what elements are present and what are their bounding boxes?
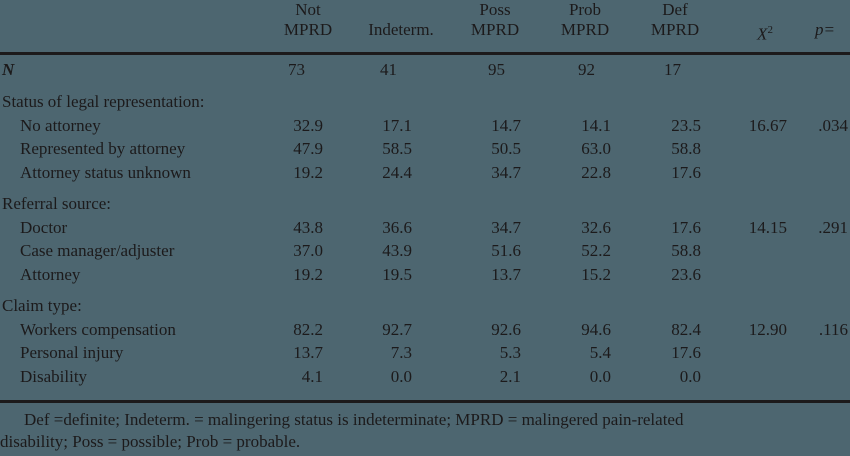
cell-value: 5.4 xyxy=(589,343,611,362)
row-label: Case manager/adjuster xyxy=(20,241,175,260)
cell-value: 58.8 xyxy=(671,139,701,158)
top-rule xyxy=(0,52,850,55)
cell-value: 63.0 xyxy=(581,139,611,158)
cell-value: 58.8 xyxy=(671,241,701,260)
cell-value: 14.15 xyxy=(748,217,787,237)
cell-value: 7.3 xyxy=(390,343,412,362)
cell-value: 0.0 xyxy=(589,366,611,386)
row-label: Personal injury xyxy=(20,343,124,362)
cell-value: 0.0 xyxy=(390,366,412,386)
row-label: Attorney xyxy=(20,264,81,284)
cell-value: 92.6 xyxy=(491,319,521,339)
section-title: Claim type: xyxy=(2,296,82,315)
col-header-def-line1: Def xyxy=(662,0,688,19)
cell-value: 32.6 xyxy=(581,217,611,237)
cell-value: 15.2 xyxy=(581,264,611,284)
cell-value: 14.1 xyxy=(581,115,611,135)
n-value: 73 xyxy=(288,60,305,79)
cell-value: 47.9 xyxy=(293,139,323,158)
row-label: Disability xyxy=(20,366,88,386)
cell-value: 92.7 xyxy=(382,319,412,339)
cell-value: 24.4 xyxy=(382,162,412,182)
col-header-def-line2: MPRD xyxy=(650,20,700,39)
col-header-not-mprd-line1: Not xyxy=(295,0,321,19)
cell-value: 82.2 xyxy=(293,319,323,339)
cell-value: 34.7 xyxy=(491,162,521,182)
n-value: 92 xyxy=(578,60,595,79)
n-value: 41 xyxy=(380,60,397,79)
n-value: 17 xyxy=(664,60,681,79)
cell-value: .116 xyxy=(818,319,848,339)
row-label: Attorney status unknown xyxy=(20,162,191,182)
cell-value: 19.5 xyxy=(382,264,412,284)
cell-value: 19.2 xyxy=(293,162,323,182)
cell-value: 0.0 xyxy=(679,366,701,386)
col-header-p-value: p= xyxy=(815,20,835,39)
col-header-prob-line1: Prob xyxy=(568,0,602,19)
cell-value: 52.2 xyxy=(581,241,611,260)
row-label: Workers compensation xyxy=(20,319,176,339)
cell-value: 4.1 xyxy=(301,366,323,386)
cell-value: 13.7 xyxy=(293,343,323,362)
col-header-chi-square: X2 xyxy=(757,24,773,44)
cell-value: 23.5 xyxy=(671,115,701,135)
cell-value: 22.8 xyxy=(581,162,611,182)
footnote-line1: Def =definite; Indeterm. = malingering s… xyxy=(24,410,684,429)
n-value: 95 xyxy=(488,60,505,79)
cell-value: 17.1 xyxy=(382,115,412,135)
cell-value: 37.0 xyxy=(293,241,323,260)
cell-value: 36.6 xyxy=(382,217,412,237)
bottom-rule xyxy=(0,400,850,403)
cell-value: 5.3 xyxy=(499,343,521,362)
cell-value: 17.6 xyxy=(671,343,701,362)
cell-value: 13.7 xyxy=(491,264,521,284)
cell-value: 16.67 xyxy=(748,115,787,135)
cell-value: 34.7 xyxy=(491,217,521,237)
row-label: Doctor xyxy=(20,217,68,237)
col-header-poss-line2: MPRD xyxy=(470,20,520,39)
cell-value: .291 xyxy=(818,217,848,237)
cell-value: 94.6 xyxy=(581,319,611,339)
cell-value: 19.2 xyxy=(293,264,323,284)
col-header-prob-line2: MPRD xyxy=(560,20,610,39)
cell-value: .034 xyxy=(818,115,848,135)
cell-value: 17.6 xyxy=(671,217,701,237)
col-header-indeterm: Indeterm. xyxy=(368,20,434,39)
section-title: Referral source: xyxy=(2,194,112,213)
col-header-not-mprd-line2: MPRD xyxy=(283,20,333,39)
cell-value: 17.6 xyxy=(671,162,701,182)
section-title: Status of legal representation: xyxy=(2,92,205,111)
col-header-poss-line1: Poss xyxy=(479,0,511,19)
cell-value: 23.6 xyxy=(671,264,701,284)
footnote-line2: disability; Poss = possible; Prob = prob… xyxy=(0,432,301,451)
cell-value: 43.9 xyxy=(382,241,412,260)
cell-value: 12.90 xyxy=(748,319,787,339)
row-label: No attorney xyxy=(20,115,101,135)
cell-value: 58.5 xyxy=(382,139,412,158)
cell-value: 14.7 xyxy=(491,115,521,135)
cell-value: 51.6 xyxy=(491,241,521,260)
cell-value: 32.9 xyxy=(293,115,323,135)
cell-value: 82.4 xyxy=(671,319,701,339)
cell-value: 2.1 xyxy=(499,366,521,386)
row-label: Represented by attorney xyxy=(20,139,186,158)
cell-value: 43.8 xyxy=(293,217,323,237)
cell-value: 50.5 xyxy=(491,139,521,158)
n-row-label: N xyxy=(2,60,15,79)
